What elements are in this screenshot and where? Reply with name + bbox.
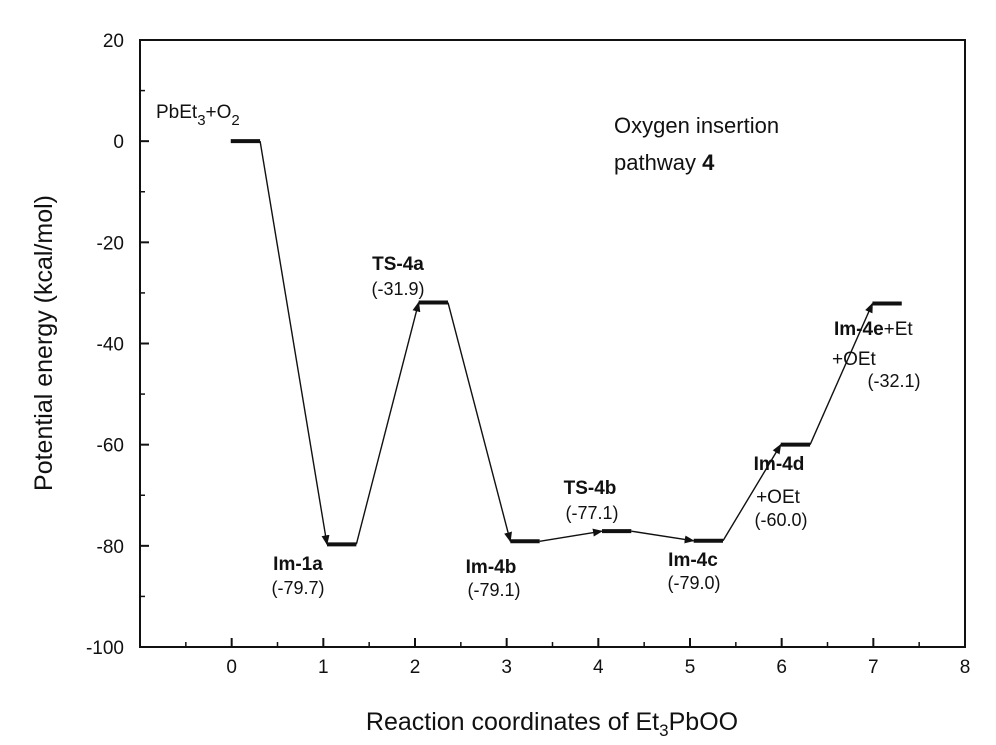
label-im-4c: Im-4c [668,550,718,571]
x-tick-label: 2 [410,657,421,678]
y-tick-label: -20 [97,233,124,254]
y-tick-label: 20 [103,31,124,52]
path-arrow-6 [722,443,782,542]
value-ts-4b: (-77.1) [565,503,618,523]
label-im-4d: Im-4d [754,454,805,475]
label-im-1a: Im-1a [273,554,323,575]
y-tick-label: -40 [97,335,124,356]
extra-im-4d: +OEt [756,487,801,508]
path-arrow-3 [447,302,512,543]
value-im-4d: (-60.0) [754,510,807,530]
y-tick-label: -60 [97,436,124,457]
x-tick-label: 0 [226,657,237,678]
plot-frame [139,39,966,648]
path-arrow-1 [259,141,330,546]
annotation-line-1: Oxygen insertion [614,113,779,138]
path-arrow-2 [355,301,421,545]
y-tick-label: -100 [86,638,124,659]
y-axis-title: Potential energy (kcal/mol) [30,195,58,491]
reactant-label: PbEt3+O2 [156,102,240,129]
x-tick-label: 7 [868,657,879,678]
x-tick-label: 8 [960,657,971,678]
annotation-line-2: pathway 4 [614,150,715,175]
label-ts-4a: TS-4a [372,254,424,275]
x-tick-label: 1 [318,657,329,678]
extra-im-4e: +OEt [832,349,877,370]
value-ts-4a: (-31.9) [371,279,424,299]
path-arrow-4 [539,528,603,542]
value-im-4e: (-32.1) [867,371,920,391]
y-tick-label: 0 [113,132,124,153]
x-tick-label: 4 [593,657,604,678]
x-axis-title: Reaction coordinates of Et3PbOO [366,708,738,740]
value-im-4c: (-79.0) [667,573,720,593]
path-arrow-5 [631,530,695,544]
value-im-1a: (-79.7) [271,578,324,598]
path-arrow-7 [809,302,874,445]
label-im-4b: Im-4b [466,557,517,578]
x-tick-label: 5 [685,657,696,678]
value-im-4b: (-79.1) [467,580,520,600]
x-tick-label: 3 [501,657,512,678]
label-im-4e: Im-4e+Et [834,319,913,340]
y-tick-label: -80 [97,537,124,558]
x-tick-label: 6 [776,657,787,678]
label-ts-4b: TS-4b [564,478,617,499]
